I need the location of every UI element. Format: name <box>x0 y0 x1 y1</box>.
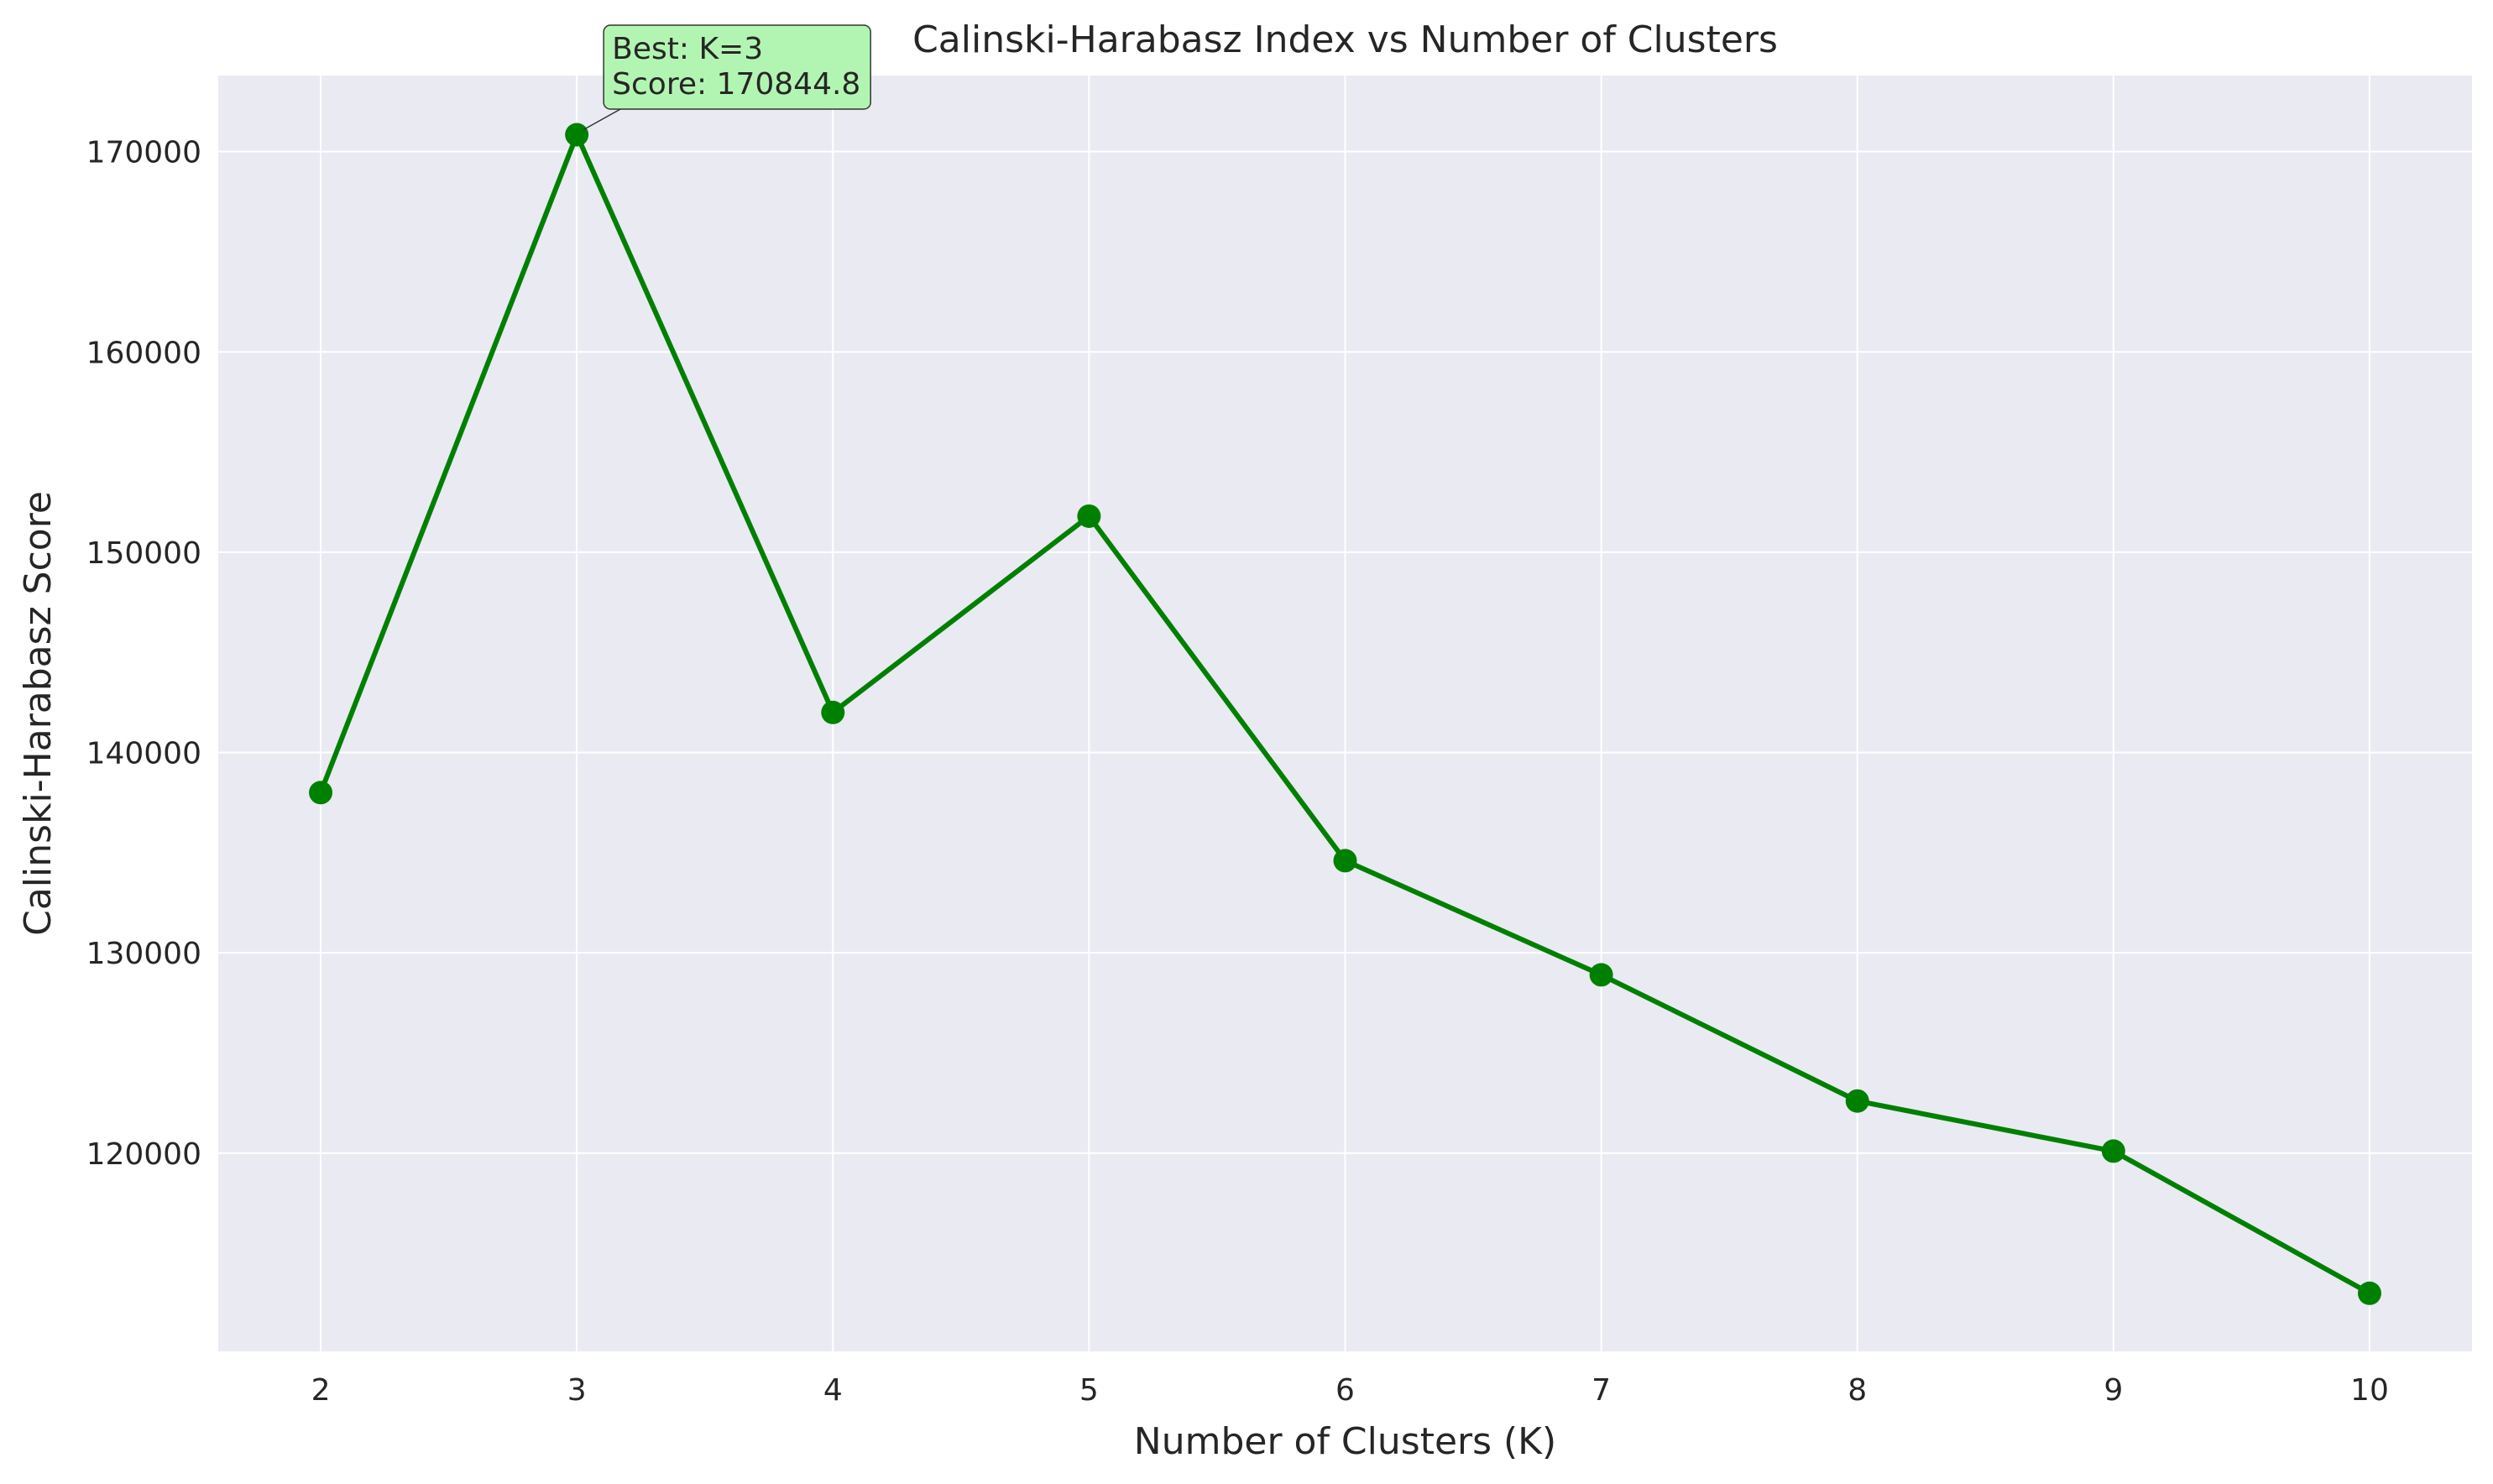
y-tick-label: 150000 <box>86 536 201 571</box>
x-tick-label: 7 <box>1591 1373 1611 1408</box>
y-axis-label: Calinski-Harabasz Score <box>17 491 60 936</box>
x-tick-label: 8 <box>1848 1373 1867 1408</box>
data-point <box>821 700 845 724</box>
x-tick-label: 4 <box>823 1373 843 1408</box>
data-point <box>565 123 589 147</box>
y-tick-label: 120000 <box>86 1137 201 1172</box>
y-tick-label: 140000 <box>86 737 201 771</box>
annotation-text: Best: K=3 <box>612 32 763 66</box>
data-point <box>1589 963 1613 987</box>
x-tick-label: 6 <box>1335 1373 1355 1408</box>
x-tick-label: 10 <box>2350 1373 2389 1408</box>
data-point <box>1333 849 1357 873</box>
data-point <box>1077 504 1101 528</box>
x-tick-label: 2 <box>311 1373 331 1408</box>
data-point <box>1845 1089 1869 1113</box>
chart-title: Calinski-Harabasz Index vs Number of Clu… <box>912 18 1778 61</box>
annotation-box <box>603 24 871 110</box>
annotation-arrow <box>583 108 621 131</box>
x-tick-label: 9 <box>2104 1373 2123 1408</box>
y-tick-label: 160000 <box>86 336 201 370</box>
grid <box>218 76 2472 1351</box>
y-tick-label: 130000 <box>86 937 201 971</box>
annotation-text: Score: 170844.8 <box>612 67 860 102</box>
tick-labels: 2 3 4 5 6 7 8 9 10 120000 130000 140000 150000 160000… <box>86 136 2389 1408</box>
x-tick-label: 5 <box>1079 1373 1099 1408</box>
data-point <box>2101 1139 2125 1163</box>
x-axis-label: Number of Clusters (K) <box>1134 1420 1556 1463</box>
data-point <box>2357 1281 2381 1305</box>
data-point <box>309 781 333 805</box>
series-layer <box>309 123 2381 1305</box>
y-tick-label: 170000 <box>86 136 201 170</box>
x-tick-label: 3 <box>567 1373 587 1408</box>
